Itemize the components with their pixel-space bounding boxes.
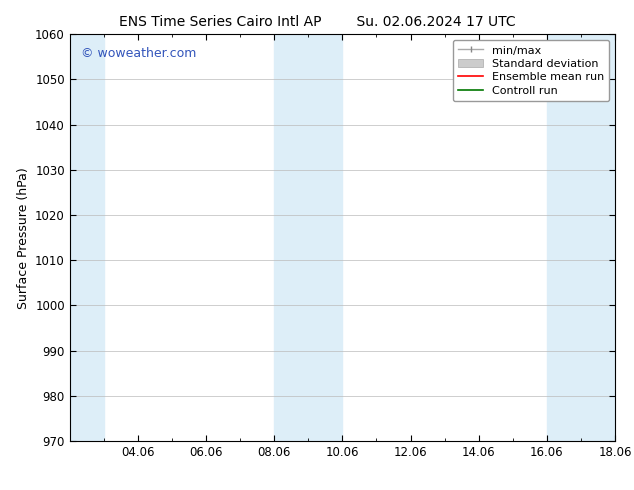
- Bar: [547, 34, 615, 441]
- Text: © woweather.com: © woweather.com: [81, 47, 196, 59]
- Y-axis label: Surface Pressure (hPa): Surface Pressure (hPa): [16, 167, 30, 309]
- Bar: [274, 34, 342, 441]
- Bar: [70, 34, 104, 441]
- Text: ENS Time Series Cairo Intl AP        Su. 02.06.2024 17 UTC: ENS Time Series Cairo Intl AP Su. 02.06.…: [119, 15, 515, 29]
- Legend: min/max, Standard deviation, Ensemble mean run, Controll run: min/max, Standard deviation, Ensemble me…: [453, 40, 609, 101]
